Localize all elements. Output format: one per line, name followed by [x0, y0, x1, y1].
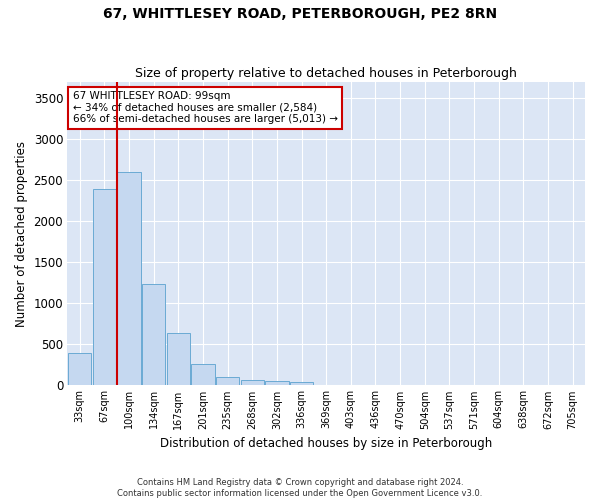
X-axis label: Distribution of detached houses by size in Peterborough: Distribution of detached houses by size …	[160, 437, 492, 450]
Y-axis label: Number of detached properties: Number of detached properties	[15, 140, 28, 326]
Bar	[191, 364, 215, 385]
Bar	[290, 382, 313, 385]
Bar	[241, 380, 264, 385]
Text: 67 WHITTLESEY ROAD: 99sqm
← 34% of detached houses are smaller (2,584)
66% of se: 67 WHITTLESEY ROAD: 99sqm ← 34% of detac…	[73, 91, 338, 124]
Bar	[167, 332, 190, 385]
Bar	[142, 284, 166, 385]
Bar	[216, 378, 239, 385]
Bar	[117, 172, 140, 385]
Bar	[265, 380, 289, 385]
Bar	[92, 188, 116, 385]
Bar	[68, 353, 91, 385]
Text: 67, WHITTLESEY ROAD, PETERBOROUGH, PE2 8RN: 67, WHITTLESEY ROAD, PETERBOROUGH, PE2 8…	[103, 8, 497, 22]
Text: Contains HM Land Registry data © Crown copyright and database right 2024.
Contai: Contains HM Land Registry data © Crown c…	[118, 478, 482, 498]
Title: Size of property relative to detached houses in Peterborough: Size of property relative to detached ho…	[135, 66, 517, 80]
